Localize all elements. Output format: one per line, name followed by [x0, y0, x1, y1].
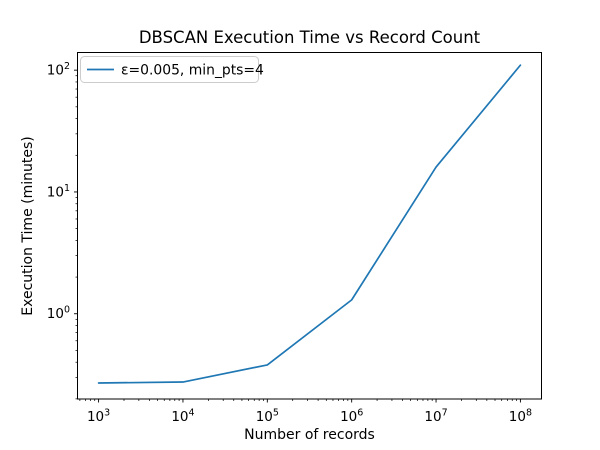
y-tick-label: 102	[47, 61, 70, 79]
legend-label: ε=0.005, min_pts=4	[121, 63, 264, 79]
x-tick-label: 103	[87, 408, 110, 426]
y-tick-label: 100	[47, 305, 70, 323]
x-tick-label: 107	[424, 408, 447, 426]
data-line	[97, 64, 522, 384]
x-axis-label: Number of records	[244, 427, 375, 443]
x-tick-label: 106	[340, 408, 363, 426]
y-axis-label: Execution Time (minutes)	[20, 136, 36, 315]
plot-spines	[77, 52, 542, 400]
x-tick-label: 104	[171, 408, 194, 426]
legend-box	[80, 56, 259, 83]
x-tick-label: 105	[256, 408, 279, 426]
chart-title: DBSCAN Execution Time vs Record Count	[139, 28, 481, 47]
legend: ε=0.005, min_pts=4	[80, 56, 264, 83]
x-tick-label: 108	[509, 408, 532, 426]
y-tick-label: 101	[47, 183, 70, 201]
plot-area: 103 104 105 106 107 108 100 101 102	[47, 61, 532, 425]
